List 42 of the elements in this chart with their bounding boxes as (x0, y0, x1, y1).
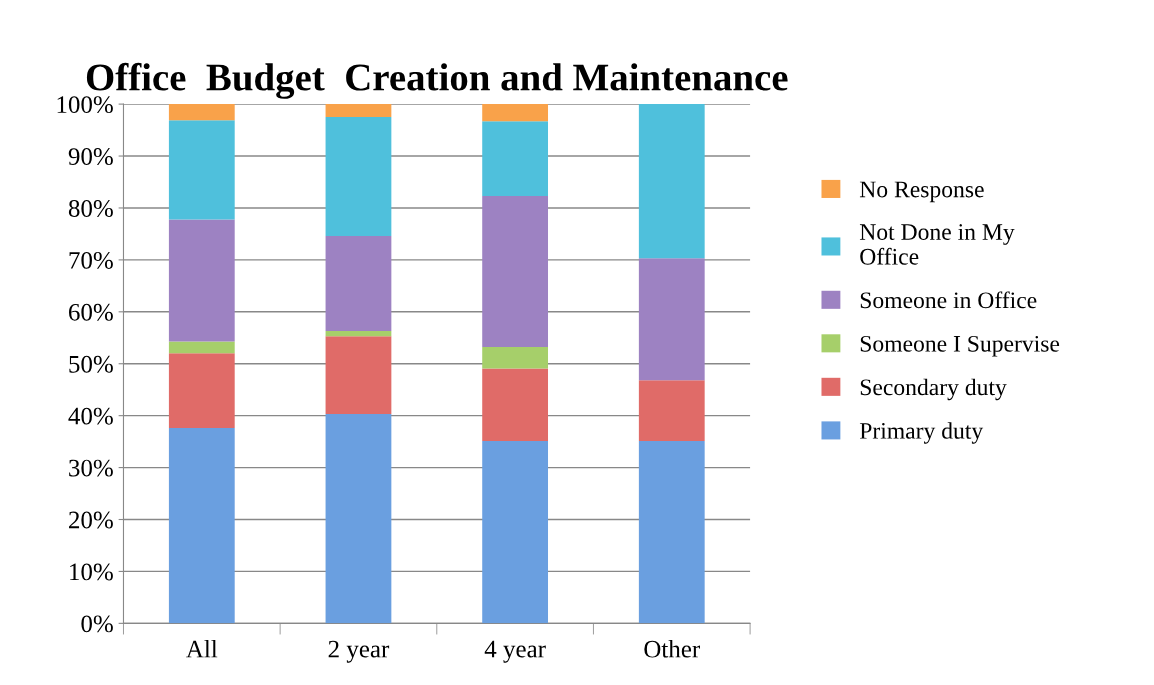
y-tick-label: 80% (68, 200, 113, 217)
y-tick-label: 20% (69, 511, 113, 529)
bar (168, 353, 235, 429)
bar (325, 104, 392, 118)
y-tick-label: 90% (68, 148, 113, 166)
bar (482, 121, 549, 197)
bar (168, 341, 235, 354)
y-tick-label: 10% (70, 563, 113, 581)
bar (325, 336, 392, 415)
bar (482, 196, 549, 348)
bar (168, 104, 235, 121)
y-tick-label: 40% (68, 407, 113, 425)
y-tick-label: 30% (69, 459, 113, 477)
y-tick-label: 70% (69, 251, 113, 269)
legend-label: No Response (859, 181, 984, 203)
bar (638, 104, 705, 259)
bar (638, 258, 705, 381)
legend-label: Primary duty (859, 422, 984, 444)
x-tick-label: 2 year (328, 640, 390, 663)
bar (168, 428, 235, 624)
x-tick-label: Other (644, 640, 701, 658)
bar (168, 120, 235, 220)
bar (325, 117, 392, 236)
bar (168, 219, 235, 342)
legend-label: Someone in Office (860, 291, 1037, 309)
bar (325, 331, 392, 337)
legend-label: Someone I Supervise (860, 335, 1060, 357)
bar (325, 236, 392, 332)
bar (482, 368, 549, 442)
y-tick-label: 0% (81, 615, 113, 633)
bar (638, 380, 705, 442)
x-tick-label: All (186, 640, 218, 658)
bar (638, 441, 705, 624)
x-tick-label: 4 year (484, 640, 546, 663)
bar (325, 414, 392, 624)
bar (482, 441, 549, 624)
y-tick-label: 50% (69, 355, 113, 373)
bar (482, 347, 549, 369)
legend-label: Not Done in My Office (859, 224, 1015, 265)
bar (482, 104, 549, 122)
y-tick-label: 60% (69, 303, 113, 321)
legend-label: Secondary duty (860, 378, 1007, 401)
